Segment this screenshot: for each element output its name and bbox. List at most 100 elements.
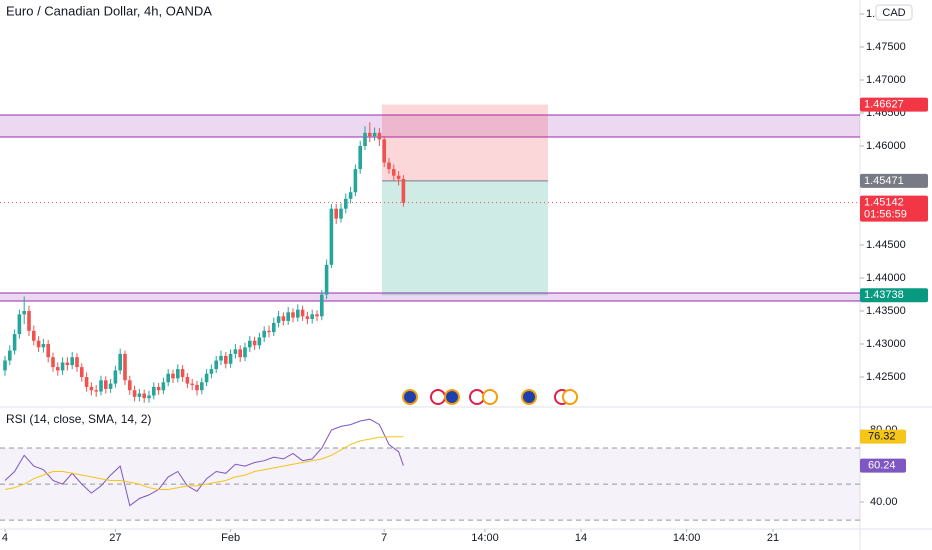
- zone: [0, 114, 860, 138]
- candle-body: [353, 169, 358, 193]
- candle-body: [70, 357, 74, 366]
- candle-body: [267, 330, 271, 333]
- x-tick-label: 14: [575, 532, 587, 544]
- y-tick-label: 1.43500: [866, 305, 906, 317]
- candle-body: [27, 311, 31, 331]
- candle-body: [161, 382, 166, 391]
- candle-body: [137, 393, 142, 397]
- candle-body: [315, 314, 319, 317]
- candle-body: [252, 340, 257, 346]
- x-tick-label: 27: [109, 532, 121, 544]
- candle-body: [367, 132, 372, 137]
- candle-body: [185, 377, 190, 384]
- candle-body: [127, 380, 132, 391]
- candle-body: [190, 383, 194, 385]
- rsi-line: [4, 436, 404, 490]
- candle-body: [223, 355, 228, 364]
- candle-body: [310, 314, 314, 319]
- candle-body: [89, 386, 94, 391]
- candle-body: [180, 369, 185, 378]
- candle-body: [12, 334, 17, 351]
- candle-body: [219, 355, 223, 361]
- candle-body: [324, 264, 329, 295]
- x-tick-label: 7: [381, 532, 387, 544]
- event-icon[interactable]: [562, 389, 578, 405]
- event-icon[interactable]: [430, 389, 446, 405]
- candle-body: [377, 132, 382, 140]
- target-zone: [382, 180, 548, 296]
- candle-body: [300, 309, 305, 317]
- y-tick-label: 1.44500: [866, 239, 906, 251]
- candle-body: [41, 344, 46, 348]
- candle-body: [319, 294, 324, 317]
- candle-body: [243, 347, 247, 358]
- candle-body: [281, 316, 286, 321]
- rsi-band: [0, 448, 860, 521]
- currency-button[interactable]: [875, 4, 913, 21]
- candle-body: [329, 208, 334, 265]
- event-icon[interactable]: [469, 389, 485, 405]
- entry-tag: 1.45471: [864, 175, 904, 187]
- y-tick-label: 40.00: [870, 496, 898, 508]
- currency-label: CAD: [882, 7, 905, 19]
- event-icon[interactable]: [444, 389, 460, 405]
- candle-body: [46, 344, 50, 358]
- candle-body: [238, 349, 242, 358]
- candle-body: [257, 337, 262, 346]
- plot-layer: 1.42500 1.43000 1.43500 1.44000 1.44500 1.460…: [0, 8, 928, 544]
- y-tick-label: 1.46000: [866, 140, 906, 152]
- event-icon[interactable]: [402, 389, 418, 405]
- candle-body: [156, 386, 161, 391]
- y-tick-label: 1.42500: [866, 371, 906, 383]
- candle-body: [286, 312, 290, 321]
- candle-body: [305, 316, 310, 319]
- candle-body: [132, 390, 137, 397]
- y-tick-label: 1.47500: [866, 41, 906, 53]
- target-tag-bg: [860, 288, 928, 303]
- candle-body: [262, 330, 266, 338]
- candle-body: [204, 373, 209, 383]
- target-tag: 1.43738: [864, 289, 904, 301]
- value-tag: 60.24: [868, 460, 896, 472]
- candle-body: [391, 169, 396, 176]
- event-icon[interactable]: [482, 389, 498, 405]
- y-tick-label: 1.47000: [866, 74, 906, 86]
- candle-body: [199, 382, 204, 391]
- candle-body: [142, 393, 146, 399]
- candle-body: [175, 369, 180, 379]
- candle-body: [387, 162, 391, 170]
- candle-body: [118, 353, 122, 371]
- candle-body: [151, 386, 156, 396]
- candle-body: [7, 350, 12, 361]
- candle-body: [75, 357, 79, 368]
- countdown: 01:56:59: [864, 209, 907, 221]
- candle-body: [60, 362, 65, 371]
- candle-body: [65, 362, 70, 366]
- candle-body: [166, 373, 170, 383]
- event-icon[interactable]: [521, 389, 537, 405]
- y-tick-label: 1.43000: [866, 338, 906, 350]
- value-tag: 76.32: [868, 431, 896, 443]
- candle-body: [123, 353, 127, 381]
- candle-body: [31, 330, 36, 341]
- x-tick-label: 14:00: [673, 532, 701, 544]
- candle-body: [401, 179, 406, 203]
- rsi-title: RSI (14, close, SMA, 14, 2): [6, 412, 151, 426]
- value-tag-bg: [860, 458, 906, 473]
- y-tick-label: 1.44000: [866, 272, 906, 284]
- candle-body: [372, 132, 377, 137]
- x-tick-label: 21: [767, 532, 779, 544]
- last-price-tag: 1.45142: [864, 197, 904, 209]
- candle-body: [271, 322, 276, 333]
- candle-body: [209, 369, 214, 374]
- candle-body: [79, 367, 84, 378]
- candle-body: [94, 390, 98, 392]
- candle-body: [99, 380, 103, 392]
- candle-body: [358, 146, 362, 170]
- chart-title: Euro / Canadian Dollar, 4h, OANDA: [6, 3, 212, 18]
- candle-body: [396, 175, 401, 180]
- x-tick-label: 14:00: [471, 532, 499, 544]
